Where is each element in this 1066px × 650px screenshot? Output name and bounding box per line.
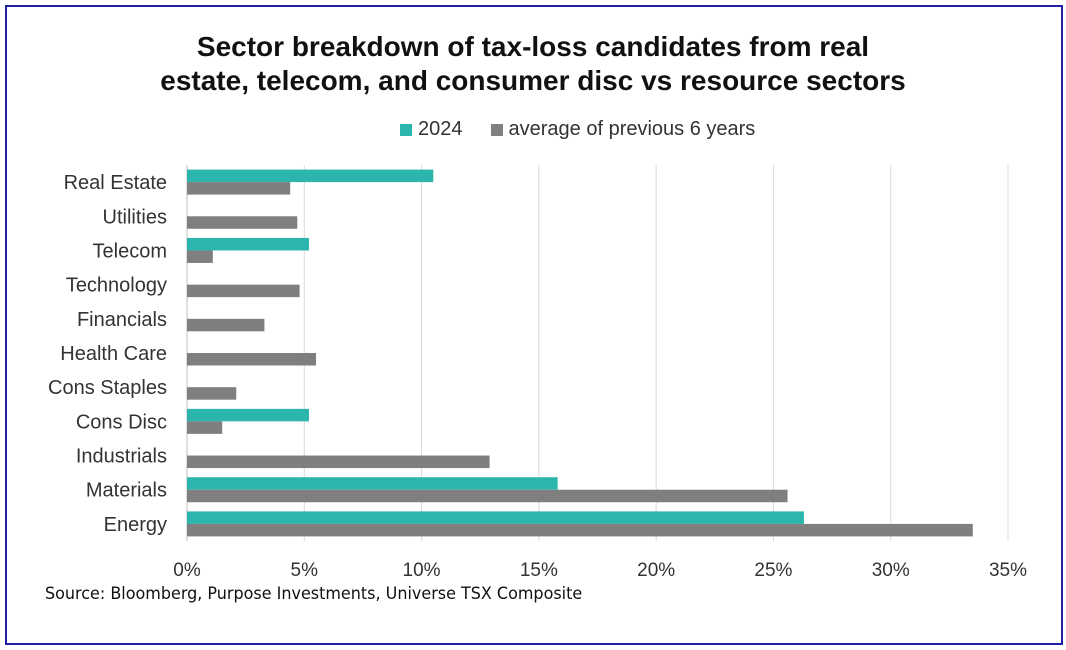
category-label: Cons Staples (48, 377, 167, 399)
bar-average (187, 387, 237, 400)
bar-average (187, 353, 317, 366)
chart-title-line-2: estate, telecom, and consumer disc vs re… (160, 65, 906, 96)
bar-average (187, 455, 490, 469)
legend-item-2024: 2024 (400, 118, 463, 141)
bar-average (187, 182, 291, 195)
x-tick-label: 20% (637, 560, 675, 581)
x-tick-label: 15% (520, 560, 558, 581)
bar-2024 (187, 477, 558, 490)
category-label: Utilities (103, 206, 167, 228)
legend-label-average: average of previous 6 years (508, 118, 756, 140)
bar-average (187, 284, 300, 298)
legend-swatch-2024 (400, 123, 412, 136)
x-tick-label: 0% (173, 560, 201, 581)
bar-2024 (187, 511, 804, 524)
legend-swatch-average (490, 123, 503, 136)
category-label: Energy (104, 514, 167, 536)
chart-frame (5, 5, 1063, 645)
category-label: Financials (77, 309, 167, 331)
bar-average (187, 421, 223, 434)
x-tick-label: 10% (403, 560, 441, 581)
chart-title-line-1: Sector breakdown of tax-loss candidates … (196, 31, 870, 62)
category-label: Real Estate (64, 172, 167, 194)
chart-legend: 2024 average of previous 6 years (400, 118, 755, 141)
bar-2024 (187, 408, 309, 422)
category-label: Materials (86, 480, 167, 502)
bar-2024 (187, 237, 309, 251)
category-label: Cons Disc (76, 411, 167, 433)
category-label: Health Care (60, 343, 167, 365)
chart-title: Sector breakdown of tax-loss candidates … (0, 30, 1066, 98)
bar-average (187, 523, 973, 537)
x-tick-label: 25% (754, 560, 792, 581)
bar-average (187, 216, 298, 229)
category-label: Telecom (93, 240, 167, 262)
x-tick-label: 5% (291, 560, 319, 581)
x-tick-label: 35% (989, 560, 1027, 581)
bar-average (187, 318, 265, 332)
category-label: Industrials (76, 446, 167, 468)
x-tick-label: 30% (872, 560, 910, 581)
legend-item-average: average of previous 6 years (490, 118, 756, 141)
bar-average (187, 250, 213, 263)
legend-label-2024: 2024 (418, 118, 463, 140)
bar-average (187, 489, 788, 503)
bar-2024 (187, 169, 434, 183)
category-label: Technology (66, 275, 167, 297)
source-note: Source: Bloomberg, Purpose Investments, … (45, 584, 583, 604)
